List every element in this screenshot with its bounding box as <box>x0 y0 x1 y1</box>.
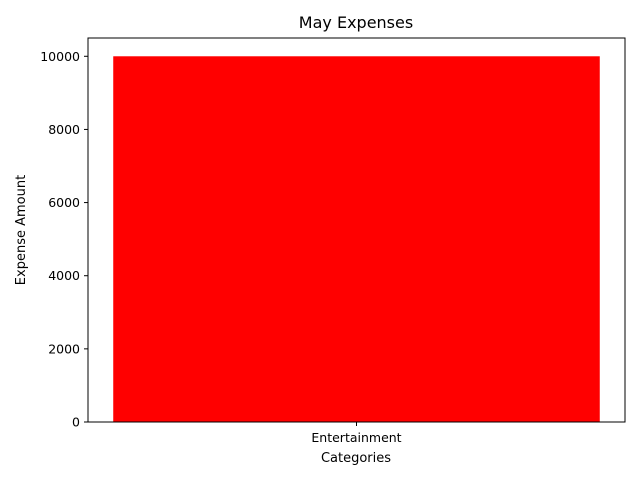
y-tick-label: 2000 <box>48 341 80 356</box>
y-tick-label: 0 <box>72 415 80 430</box>
bars-group <box>113 56 600 423</box>
chart-title: May Expenses <box>299 13 413 32</box>
y-tick-label: 6000 <box>48 195 80 210</box>
x-tick-label: Entertainment <box>311 430 401 445</box>
y-axis: 0 2000 4000 6000 8000 10000 <box>40 49 88 430</box>
y-tick-label: 10000 <box>40 49 80 64</box>
x-axis-label: Categories <box>321 451 391 466</box>
y-tick-label: 8000 <box>48 122 80 137</box>
plot-area <box>87 37 626 423</box>
bar-entertainment <box>113 56 600 423</box>
x-axis: Entertainment <box>311 422 402 445</box>
y-axis-label: Expense Amount <box>14 175 29 285</box>
y-tick-label: 4000 <box>48 268 80 283</box>
